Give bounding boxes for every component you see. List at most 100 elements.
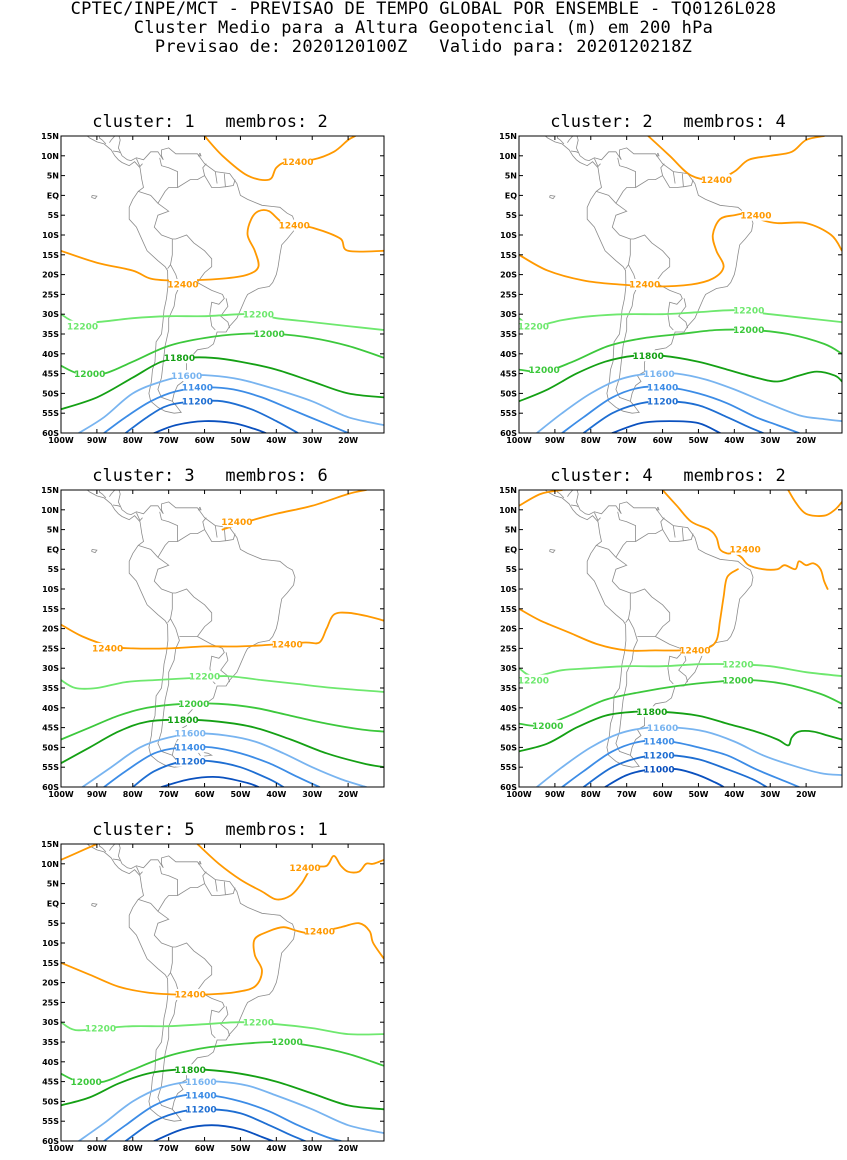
coastline — [556, 136, 565, 145]
lon-label: 90W — [87, 436, 107, 445]
coastline — [214, 525, 218, 538]
contour-label: 11800 — [175, 1066, 206, 1076]
lon-label: 50W — [230, 1144, 250, 1153]
contour-label: 12000 — [253, 330, 284, 340]
contour-line-12200 — [61, 675, 384, 693]
contour-12200: 12200 12200 — [519, 658, 842, 686]
contour-label: 12400 — [289, 864, 320, 874]
coastline — [136, 158, 143, 168]
coastline — [98, 490, 107, 499]
contour-label: 11200 — [647, 398, 678, 408]
lat-label: EQ — [47, 899, 59, 908]
lon-label: 100W — [48, 436, 74, 445]
contour-label: 11200 — [182, 398, 213, 408]
contour-label: 12400 — [271, 641, 302, 651]
coastline — [615, 618, 638, 756]
contour-label: 12400 — [729, 546, 760, 556]
contour-label-background — [702, 174, 731, 186]
lat-label: 15S — [42, 605, 59, 614]
contour-label-background — [176, 728, 205, 740]
lat-label: 55S — [42, 763, 59, 772]
contour-11800: 11800 — [519, 350, 842, 403]
lat-label: 55S — [42, 1117, 59, 1126]
contour-line-12200 — [61, 312, 384, 331]
lon-label: 70W — [159, 436, 179, 445]
contour-label: 11800 — [636, 708, 667, 718]
contour-label-background — [723, 674, 752, 686]
coastline — [556, 490, 565, 499]
coastline — [635, 163, 665, 188]
contour-11600: 11600 — [536, 722, 842, 787]
lat-label: 50S — [42, 389, 59, 398]
lat-label: 5S — [506, 565, 518, 574]
lon-label: 40W — [266, 1144, 286, 1153]
contour-label: 12000 — [733, 326, 764, 336]
contour-line-11400 — [103, 1093, 342, 1141]
coastline — [681, 173, 684, 187]
contour-label-background — [680, 644, 709, 656]
contour-12200: 12200 12200 — [519, 304, 842, 332]
lat-label: 45S — [42, 370, 59, 379]
contour-line-11200 — [124, 1108, 306, 1141]
coastline — [615, 511, 636, 558]
contour-label: 12000 — [722, 676, 753, 686]
coastline — [172, 942, 213, 991]
contour-label: 11200 — [175, 757, 206, 767]
contour-line-11600 — [536, 371, 842, 433]
contour-12400: 12400 12400 12400 — [61, 136, 384, 291]
lon-label: 90W — [545, 436, 565, 445]
contour-label: 11400 — [185, 1092, 216, 1102]
coastline — [197, 152, 202, 157]
lat-label: 15S — [500, 251, 517, 260]
contour-label: 12400 — [221, 518, 252, 528]
map-frame — [518, 489, 843, 788]
lat-label: 5N — [505, 172, 517, 181]
lat-label: 15N — [41, 840, 59, 849]
lon-label: 20W — [796, 790, 816, 799]
contour-11000 — [153, 420, 267, 433]
lon-label: 90W — [87, 1144, 107, 1153]
contour-label-background — [305, 925, 334, 937]
lat-label: 60S — [42, 429, 59, 438]
contour-label-background — [179, 698, 208, 710]
contour-label-background — [176, 988, 205, 1000]
coastline — [544, 136, 754, 414]
contour-label-background — [644, 735, 673, 747]
contour-label-background — [75, 368, 104, 380]
coastline — [655, 506, 660, 511]
contour-line-11400 — [561, 385, 800, 433]
lat-label: EQ — [505, 191, 517, 200]
contour-label-background — [169, 279, 198, 290]
lon-label: 70W — [159, 1144, 179, 1153]
contour-line-12000 — [61, 702, 384, 741]
lon-label: 30W — [302, 1144, 322, 1153]
coastline — [112, 858, 121, 861]
contour-line-12400 — [203, 136, 357, 181]
contour-label-background — [519, 674, 548, 686]
contour-label: 12400 — [282, 158, 313, 168]
coastline — [172, 234, 213, 283]
contour-label-background — [533, 720, 562, 732]
coastline — [594, 158, 601, 168]
contour-label-background — [731, 543, 760, 555]
coastline — [157, 511, 178, 558]
lon-label: 90W — [545, 790, 565, 799]
contour-label-background — [176, 755, 205, 767]
contour-line-11800 — [61, 718, 384, 769]
contour-label: 11600 — [185, 1078, 216, 1088]
contour-label: 11800 — [633, 352, 664, 362]
lat-label: 15N — [499, 486, 517, 495]
lat-label: 10S — [42, 585, 59, 594]
contour-label-background — [190, 670, 219, 682]
contour-label: 11600 — [647, 724, 678, 734]
lon-label: 60W — [195, 436, 215, 445]
lon-label: 30W — [760, 790, 780, 799]
coastline — [138, 191, 173, 269]
contour-line-11400 — [103, 386, 349, 433]
contour-label-background — [93, 642, 122, 654]
contour-label-background — [644, 763, 673, 775]
lon-label: 80W — [581, 436, 601, 445]
coastline — [549, 548, 556, 554]
contour-label: 12000 — [532, 722, 563, 732]
contour-label: 12400 — [701, 176, 732, 186]
